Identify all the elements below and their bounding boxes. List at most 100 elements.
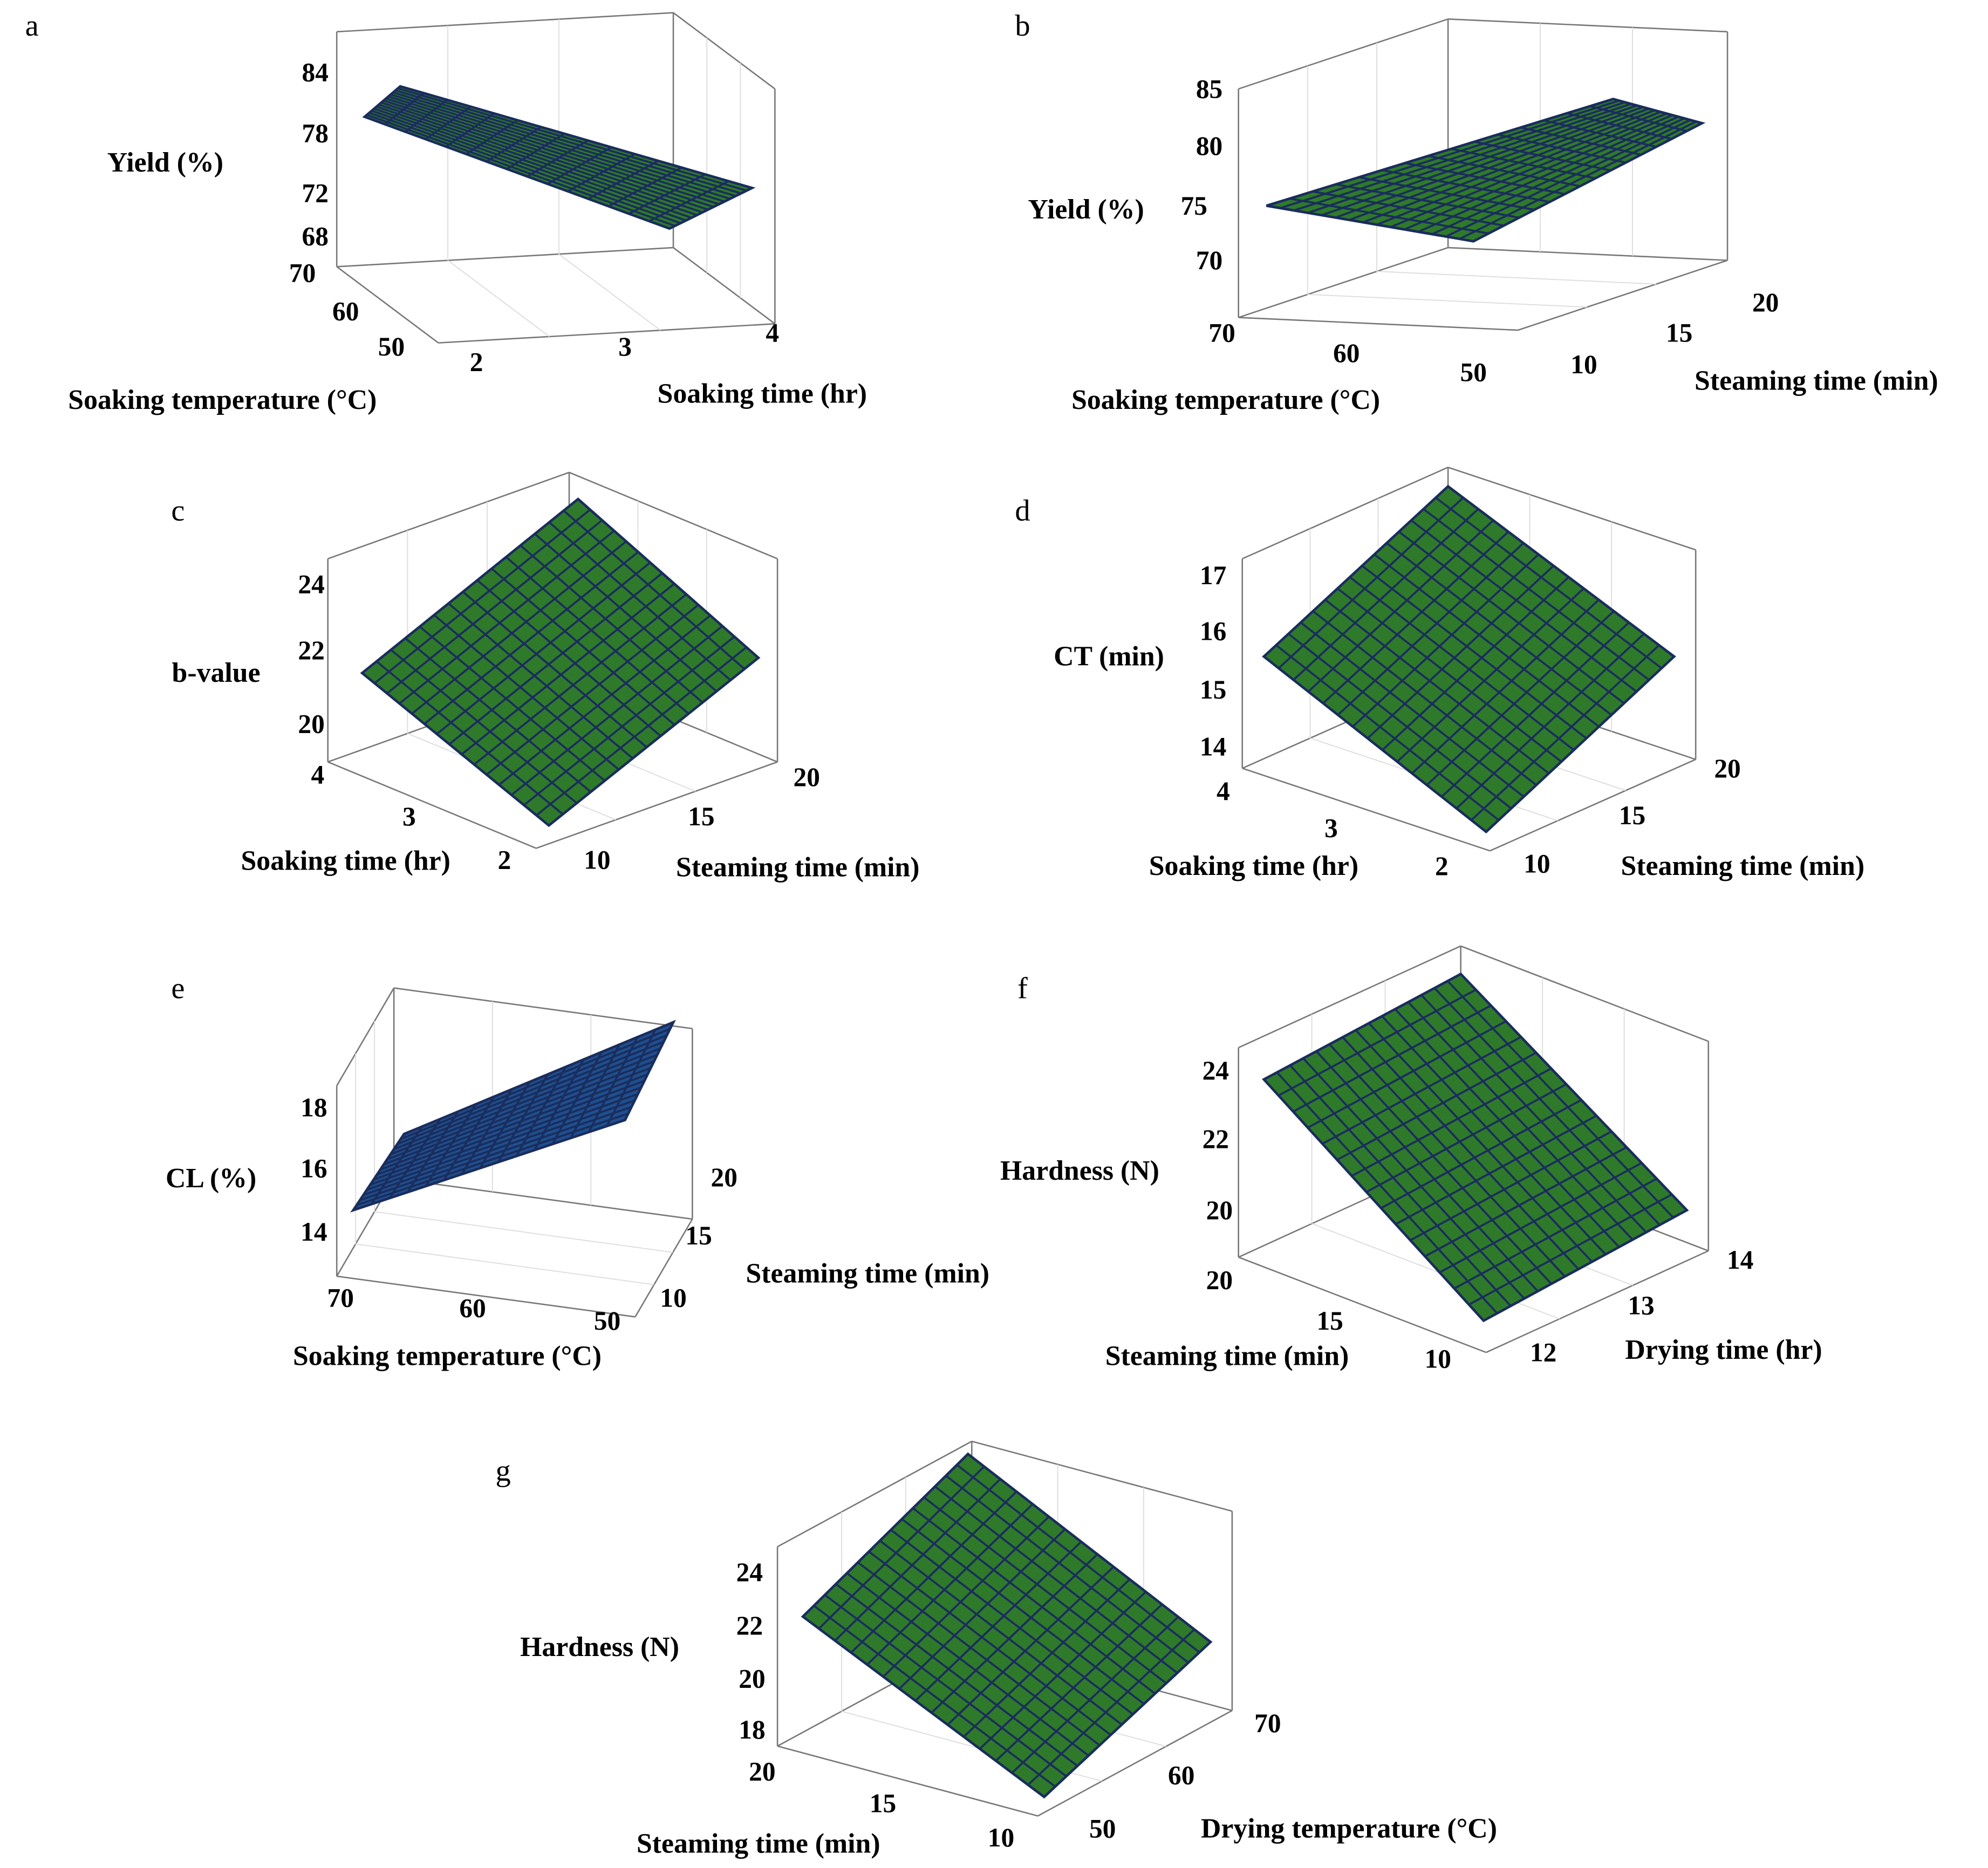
surface-mesh-line xyxy=(1435,497,1663,669)
surface-mesh-line xyxy=(436,562,651,735)
surface-mesh-line xyxy=(850,1490,1017,1654)
surface-mesh-line xyxy=(824,1594,1067,1777)
surface-mesh-line xyxy=(898,1528,1066,1689)
surface-mesh-line xyxy=(1355,1029,1580,1270)
surface-mesh-line xyxy=(923,1496,1167,1685)
surface-mesh-line xyxy=(383,99,714,208)
panel-letter: f xyxy=(1017,971,1028,1005)
surface-mesh-line xyxy=(1349,107,1649,221)
z-tick-label: 22 xyxy=(298,635,324,665)
box-edge xyxy=(393,987,693,1030)
box-edge xyxy=(1490,758,1696,852)
y-tick-label: 70 xyxy=(1254,1708,1281,1738)
box-edge xyxy=(1238,1256,1487,1353)
surface-mesh-line xyxy=(1351,1068,1552,1177)
surface-mesh-line xyxy=(448,603,633,759)
x-tick-label: 70 xyxy=(1208,318,1235,347)
panel-c: c 24 22 20 4 3 2 10 15 20 b-value Soaking time (hr)… xyxy=(171,471,920,882)
x-tick-label: 70 xyxy=(327,1283,354,1312)
surface-mesh-line xyxy=(1431,117,1685,235)
z-axis-label: Hardness (N) xyxy=(1000,1155,1159,1186)
surface-mesh-line xyxy=(486,126,542,163)
surface-mesh-line xyxy=(1336,1051,1537,1161)
y-axis-label: Soaking time (hr) xyxy=(658,378,867,409)
surface-mesh-line xyxy=(608,167,682,207)
surface-mesh-line xyxy=(914,1541,1082,1702)
box-edge xyxy=(777,1745,1039,1817)
axis-box xyxy=(336,987,693,1318)
surface-mesh-line xyxy=(1293,508,1479,681)
y-tick-label: 2 xyxy=(470,347,483,377)
y-axis-label: Drying time (hr) xyxy=(1625,1335,1822,1365)
surface-mesh-line xyxy=(979,1591,1147,1750)
x-axis-label: Steaming time (min) xyxy=(1105,1341,1349,1372)
surface-mesh-line xyxy=(385,97,720,206)
response-surface xyxy=(360,497,761,827)
panel-letter: d xyxy=(1015,494,1030,528)
response-surface xyxy=(1262,484,1676,834)
surface-mesh-line xyxy=(1288,633,1512,810)
surface-mesh-line xyxy=(534,533,718,693)
y-tick-label: 60 xyxy=(1168,1761,1194,1790)
surface-mesh-line xyxy=(520,544,703,703)
z-axis-label: Hardness (N) xyxy=(520,1632,679,1662)
surface-mesh-line xyxy=(1278,989,1477,1097)
y-tick-label: 3 xyxy=(618,332,632,361)
surface-mesh-line xyxy=(374,509,591,685)
z-axis-label: Yield (%) xyxy=(107,147,223,178)
surface-mesh-line xyxy=(1407,1001,1634,1241)
surface-mesh-line xyxy=(567,153,636,193)
surface-mesh-line xyxy=(366,1093,639,1191)
z-tick-label: 75 xyxy=(1181,191,1207,221)
panel-e: e 18 16 14 70 60 50 10 15 20 CL (%) Soaking tempera… xyxy=(166,971,989,1371)
box-edge xyxy=(1486,1250,1709,1353)
y-tick-label: 15 xyxy=(1619,800,1645,830)
x-tick-label: 15 xyxy=(1316,1306,1343,1336)
surface-mesh-line xyxy=(1315,1050,1539,1292)
z-tick-label: 22 xyxy=(1203,1124,1229,1154)
surface-mesh-line xyxy=(866,1503,1034,1666)
surface-mesh-line xyxy=(505,556,689,715)
surface-mesh-line xyxy=(373,107,692,219)
surface-mesh-line xyxy=(879,1539,1123,1726)
surface-mesh-line xyxy=(835,1583,1078,1767)
x-tick-label: 3 xyxy=(402,802,416,831)
x-tick-label: 3 xyxy=(1324,813,1338,843)
surface-mesh-line xyxy=(956,1464,1200,1653)
surface-mesh-line xyxy=(491,567,675,726)
x-tick-label: 50 xyxy=(1460,357,1486,387)
surface-mesh-line xyxy=(606,1029,657,1127)
z-tick-label: 70 xyxy=(1196,245,1222,275)
surface-mesh-line xyxy=(1307,519,1494,693)
surface-mesh-line xyxy=(1300,621,1525,798)
x-tick-label: 15 xyxy=(870,1788,896,1818)
surface-mesh-line xyxy=(393,1041,664,1151)
z-tick-label: 20 xyxy=(298,709,324,738)
axis-box xyxy=(1238,18,1729,331)
x-axis-label: Soaking temperature (°C) xyxy=(1071,385,1380,415)
z-tick-label: 85 xyxy=(1196,74,1222,104)
surface-mesh-line xyxy=(1410,1130,1612,1241)
box-edge xyxy=(673,12,776,90)
surface-mesh-line xyxy=(1335,183,1520,219)
y-tick-label: 10 xyxy=(1524,849,1550,878)
surface-mesh-line xyxy=(1420,994,1647,1233)
box-edge xyxy=(1448,18,1728,33)
panel-a: a 84 78 72 68 70 60 50 2 3 4 Yield (%) Soaking tempe… xyxy=(25,9,867,415)
panel-b: b 85 80 75 70 70 60 50 10 15 20 Yield (%) Soaking te… xyxy=(1015,9,1938,415)
surface-mesh-line xyxy=(1294,101,1625,211)
z-tick-label: 18 xyxy=(300,1092,327,1122)
surface-mesh-line xyxy=(376,105,698,216)
box-edge xyxy=(337,1275,636,1318)
surface-mesh-line xyxy=(515,1066,567,1157)
surface-mesh-line xyxy=(1386,542,1613,716)
surface-mesh-line xyxy=(551,1051,603,1145)
box-edge xyxy=(336,266,439,344)
surface-mesh-line xyxy=(1335,106,1643,219)
panel-letter: c xyxy=(171,494,185,528)
surface-mesh-line xyxy=(857,1561,1101,1746)
surface-mesh-line xyxy=(377,1073,648,1176)
surface-mesh-line xyxy=(818,1466,985,1630)
surface-mesh-line xyxy=(1439,1162,1642,1274)
